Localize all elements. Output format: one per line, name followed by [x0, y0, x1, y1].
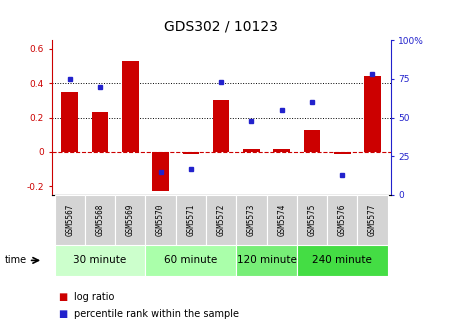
Bar: [364, 76, 381, 152]
Bar: [92, 113, 108, 152]
Bar: [145, 245, 236, 276]
Bar: [267, 195, 297, 245]
Text: 30 minute: 30 minute: [74, 255, 127, 265]
Bar: [115, 195, 145, 245]
Bar: [152, 152, 169, 192]
Text: GSM5572: GSM5572: [216, 204, 226, 236]
Bar: [206, 195, 236, 245]
Text: 240 minute: 240 minute: [312, 255, 372, 265]
Text: GSM5570: GSM5570: [156, 204, 165, 236]
Bar: [297, 195, 327, 245]
Bar: [122, 61, 139, 152]
Bar: [334, 152, 351, 154]
Bar: [55, 195, 85, 245]
Bar: [297, 245, 387, 276]
Bar: [183, 152, 199, 154]
Bar: [327, 195, 357, 245]
Text: ■: ■: [58, 309, 68, 319]
Text: 60 minute: 60 minute: [164, 255, 217, 265]
Text: GSM5576: GSM5576: [338, 204, 347, 236]
Bar: [243, 149, 260, 152]
Bar: [55, 245, 145, 276]
Text: GSM5567: GSM5567: [65, 204, 74, 236]
Text: ■: ■: [58, 292, 68, 302]
Text: GDS302 / 10123: GDS302 / 10123: [164, 19, 278, 34]
Text: GSM5569: GSM5569: [126, 204, 135, 236]
Text: GSM5575: GSM5575: [308, 204, 317, 236]
Bar: [176, 195, 206, 245]
Bar: [85, 195, 115, 245]
Text: GSM5573: GSM5573: [247, 204, 256, 236]
Bar: [213, 100, 229, 152]
Bar: [236, 245, 297, 276]
Text: log ratio: log ratio: [74, 292, 114, 302]
Bar: [273, 149, 290, 152]
Text: percentile rank within the sample: percentile rank within the sample: [74, 309, 239, 319]
Text: GSM5577: GSM5577: [368, 204, 377, 236]
Text: time: time: [4, 255, 26, 265]
Bar: [62, 92, 78, 152]
Bar: [357, 195, 387, 245]
Text: 120 minute: 120 minute: [237, 255, 296, 265]
Bar: [236, 195, 267, 245]
Text: GSM5571: GSM5571: [186, 204, 195, 236]
Text: GSM5574: GSM5574: [277, 204, 286, 236]
Bar: [145, 195, 176, 245]
Bar: [304, 130, 320, 152]
Text: GSM5568: GSM5568: [96, 204, 105, 236]
